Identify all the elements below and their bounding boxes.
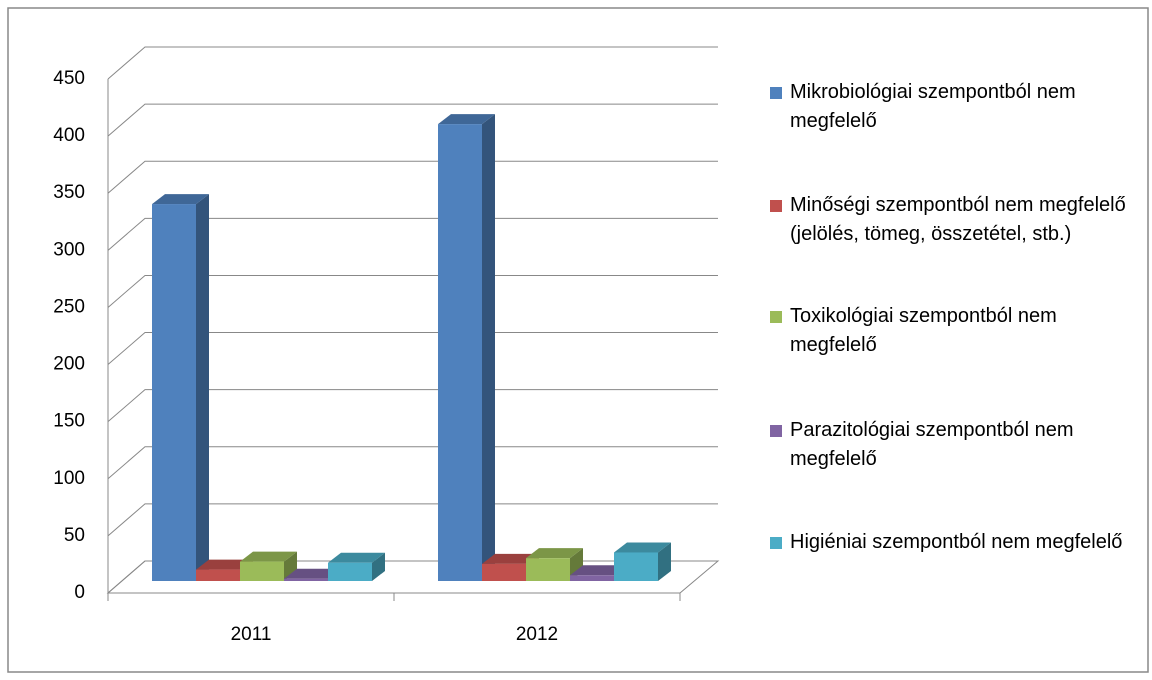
grid-line — [107, 160, 718, 194]
grid-line — [107, 389, 718, 423]
bar-top — [196, 559, 253, 570]
y-tick-label: 100 — [53, 468, 85, 489]
bar — [196, 569, 240, 581]
bar — [570, 575, 614, 581]
bar-top — [240, 551, 297, 562]
bar — [526, 558, 570, 581]
bar — [482, 563, 526, 581]
x-tick-label: 2011 — [231, 624, 272, 645]
grid-line — [107, 103, 718, 137]
y-tick-label: 150 — [53, 411, 85, 432]
y-tick-label: 50 — [64, 525, 85, 546]
y-tick-label: 250 — [53, 296, 85, 317]
grid-line — [107, 46, 718, 80]
bar — [284, 578, 328, 581]
bar-top — [526, 548, 583, 559]
legend-label: Minőségi szempontból nem megfelelő (jelö… — [790, 194, 1126, 245]
bar — [614, 552, 658, 581]
bar-side — [658, 542, 671, 581]
bar — [152, 204, 196, 582]
bar-top — [482, 553, 539, 564]
bar-top — [570, 565, 627, 576]
y-tick-label: 200 — [53, 354, 85, 375]
y-tick-label: 450 — [53, 68, 85, 89]
legend-label: Toxikológiai szempontból nem megfelelő — [790, 305, 1057, 356]
legend-swatch — [770, 537, 782, 549]
bar-top — [438, 114, 495, 125]
legend-swatch — [770, 425, 782, 437]
y-tick-label: 300 — [53, 239, 85, 260]
legend-label: Parazitológiai szempontból nem megfelelő — [790, 419, 1074, 470]
bar-top — [284, 568, 341, 579]
bar — [438, 124, 482, 581]
bar-side — [482, 114, 495, 581]
bar-side — [196, 194, 209, 582]
bar-top — [152, 194, 209, 205]
bar — [328, 562, 372, 581]
legend-swatch — [770, 311, 782, 323]
legend-swatch — [770, 200, 782, 212]
y-tick-label: 0 — [74, 582, 85, 603]
grid-line — [107, 332, 718, 365]
bar-side — [372, 552, 385, 581]
grid-line — [107, 446, 718, 480]
grid-line — [107, 274, 718, 308]
legend-label: Higiéniai szempontból nem megfelelő — [790, 531, 1123, 553]
bar-top — [614, 542, 671, 553]
grid-line — [107, 217, 718, 251]
x-tick-label: 2012 — [516, 624, 558, 645]
y-tick-label: 400 — [53, 125, 85, 146]
grid-line — [107, 503, 718, 537]
bar-top — [328, 552, 385, 563]
legend-label: Mikrobiológiai szempontból nem megfelelő — [790, 81, 1076, 132]
y-tick-label: 350 — [53, 182, 85, 203]
chart-border — [7, 7, 1149, 673]
bar — [240, 561, 284, 581]
legend-swatch — [770, 87, 782, 99]
bar-side — [284, 551, 297, 581]
